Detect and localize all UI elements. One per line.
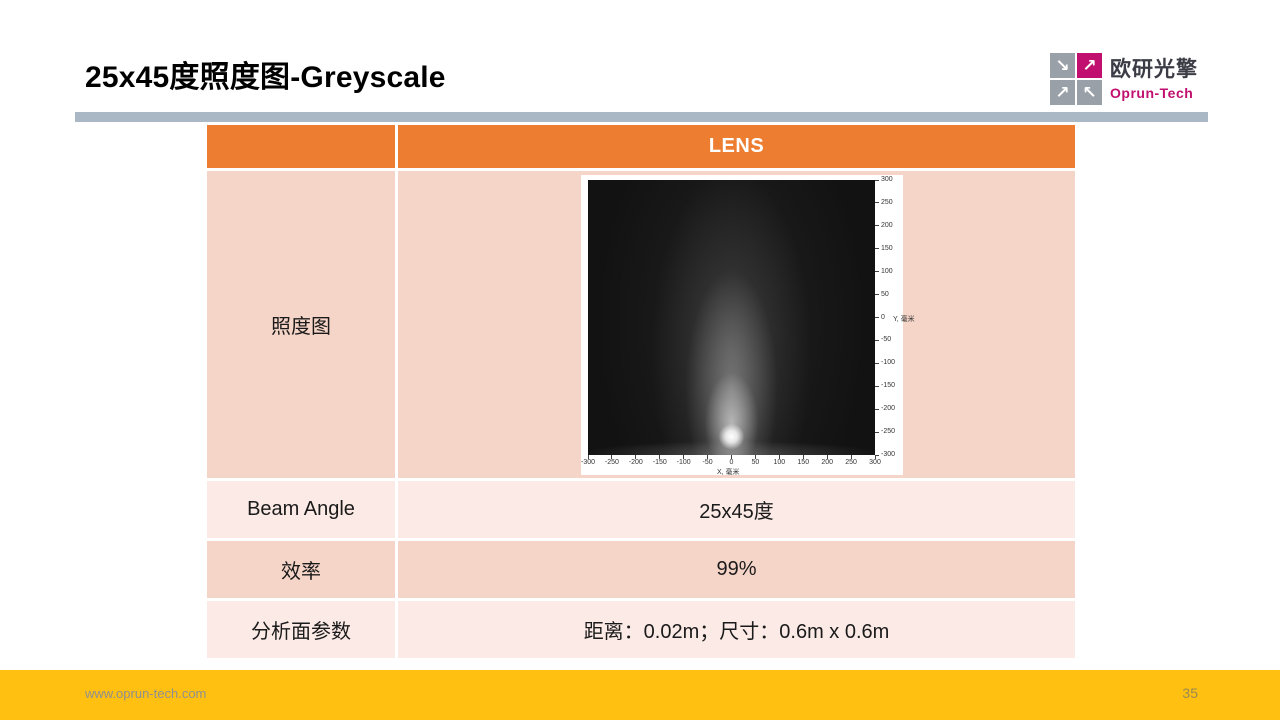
x-tick-label: -100: [676, 459, 691, 466]
row-value-beam-angle: 25x45度: [398, 481, 1075, 538]
y-tick-label: -100: [881, 359, 896, 367]
illuminance-map: [588, 180, 875, 455]
x-tick-mark: [635, 455, 637, 459]
logo-arrow-grid: ↘ ↗ ↗ ↖: [1050, 53, 1102, 105]
x-tick-mark: [802, 455, 804, 459]
y-tick-mark: [875, 317, 879, 318]
x-tick-label: 0: [729, 459, 734, 466]
x-tick-label: -50: [702, 459, 713, 466]
y-tick-label: 0: [881, 313, 885, 321]
company-name-cn: 欧研光擎: [1110, 58, 1198, 81]
x-tick-mark: [874, 455, 876, 459]
y-tick-label: -300: [881, 451, 896, 458]
x-tick-label: 100: [773, 459, 786, 466]
arrow-up-left-icon: ↖: [1077, 80, 1102, 105]
x-axis-title: X, 毫米: [717, 469, 740, 476]
x-tick-label: -150: [652, 459, 667, 466]
arrow-down-right-icon: ↘: [1050, 53, 1075, 78]
y-tick-mark: [875, 385, 879, 387]
row-value-efficiency: 99%: [398, 541, 1075, 598]
x-tick-mark: [611, 455, 613, 459]
row-value-analysis-surface: 距离：0.02m；尺寸：0.6m x 0.6m: [398, 601, 1075, 658]
arrow-up-right-icon: ↗: [1050, 80, 1075, 105]
y-tick-mark: [875, 362, 879, 364]
row-label-illuminance-map: 照度图: [207, 171, 395, 478]
x-tick-label: -300: [580, 459, 595, 466]
row-value-illuminance-map: 300 250 200 150 100 50 0 -50 -100 -150 -200 -250 -30…: [398, 171, 1075, 478]
logo-text: 欧研光擎 Oprun-Tech: [1110, 53, 1198, 101]
row-label-efficiency: 效率: [207, 541, 395, 598]
y-tick-mark: [875, 179, 879, 181]
y-axis-title: Y, 毫米: [893, 316, 915, 323]
x-tick-label: -200: [628, 459, 643, 466]
company-name-en: Oprun-Tech: [1110, 85, 1194, 101]
x-tick-label: 300: [869, 459, 881, 466]
table-header-empty-cell: [207, 125, 395, 168]
y-tick-label: 250: [881, 198, 893, 206]
y-tick-label: 200: [881, 221, 893, 229]
lens-table: LENS 照度图 300 250 200 150 100 50 0 -50 -100 -150 -2…: [207, 125, 1075, 658]
y-tick-label: -200: [881, 405, 896, 413]
y-tick-mark: [875, 271, 879, 273]
x-tick-mark: [778, 455, 780, 459]
x-tick-label: 150: [797, 459, 810, 466]
page-title: 25x45度照度图-Greyscale: [85, 61, 446, 94]
title-divider: [75, 112, 1208, 122]
table-header-lens: LENS: [398, 125, 1075, 168]
x-tick-label: 50: [751, 459, 760, 466]
row-label-beam-angle: Beam Angle: [207, 481, 395, 538]
x-tick-label: -250: [604, 459, 619, 466]
y-tick-mark: [875, 225, 879, 227]
y-tick-mark: [875, 294, 879, 296]
x-tick-mark: [659, 455, 661, 459]
y-tick-label: 100: [881, 267, 893, 275]
x-tick-mark: [754, 455, 756, 459]
footer-bar: www.oprun-tech.com 35: [0, 670, 1280, 720]
y-tick-label: 150: [881, 244, 893, 252]
row-label-analysis-surface: 分析面参数: [207, 601, 395, 658]
y-tick-label: 50: [881, 290, 889, 298]
y-tick-mark: [875, 408, 879, 410]
x-tick-mark: [683, 455, 685, 459]
x-tick-mark: [587, 455, 589, 459]
y-tick-label: -250: [881, 428, 896, 436]
y-tick-mark: [875, 454, 879, 456]
y-tick-mark: [875, 431, 879, 433]
y-tick-label: 300: [881, 176, 893, 183]
y-tick-mark: [875, 339, 879, 341]
arrow-up-right-icon: ↗: [1077, 53, 1102, 78]
y-tick-label: -50: [881, 336, 892, 344]
page-number: 35: [1182, 685, 1198, 701]
y-tick-mark: [875, 202, 879, 204]
x-tick-mark: [731, 455, 732, 459]
x-tick-mark: [850, 455, 852, 459]
x-tick-mark: [826, 455, 828, 459]
x-tick-label: 200: [821, 459, 833, 466]
illuminance-plot: 300 250 200 150 100 50 0 -50 -100 -150 -200 -250 -30…: [581, 175, 915, 476]
x-tick-mark: [707, 455, 709, 459]
y-tick-mark: [875, 248, 879, 250]
company-logo: ↘ ↗ ↗ ↖ 欧研光擎 Oprun-Tech: [1050, 53, 1198, 105]
y-tick-label: -150: [881, 382, 896, 390]
footer-url: www.oprun-tech.com: [85, 686, 207, 701]
x-tick-label: 250: [845, 459, 857, 466]
